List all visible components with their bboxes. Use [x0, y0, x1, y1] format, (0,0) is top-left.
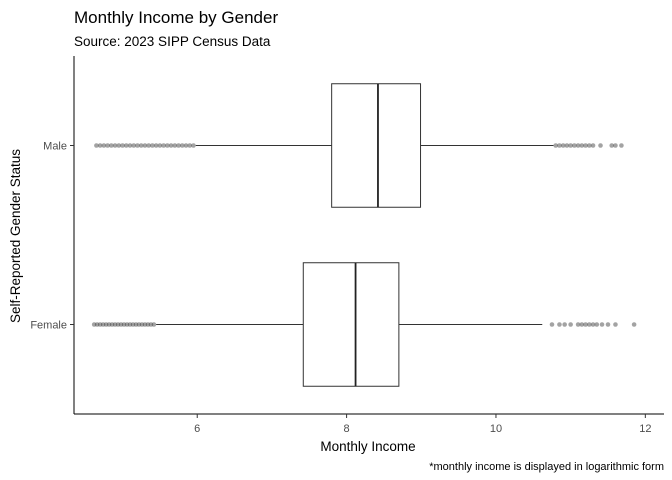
outlier-point [101, 143, 107, 148]
outlier-point [590, 322, 596, 327]
outlier-point [613, 322, 618, 327]
outlier-point [587, 322, 592, 327]
outlier-point [568, 143, 573, 148]
outlier-point [106, 322, 112, 327]
outlier-point [187, 143, 193, 148]
outlier-point [123, 143, 129, 148]
outlier-point [109, 143, 114, 148]
outlier-point [120, 143, 125, 148]
x-tick-label: 6 [194, 423, 200, 435]
outlier-point [112, 143, 118, 148]
outlier-point [146, 143, 151, 148]
chart-title: Monthly Income by Gender [74, 8, 278, 27]
outlier-point [579, 143, 585, 148]
outlier-point [91, 322, 97, 327]
outlier-point [560, 143, 566, 148]
outlier-point [575, 322, 581, 327]
outlier-point [583, 143, 588, 148]
outlier-point [599, 322, 605, 327]
outlier-point [191, 143, 196, 148]
outlier-point [583, 322, 588, 327]
outlier-point [613, 143, 618, 148]
outlier-point [161, 143, 166, 148]
outlier-point [609, 143, 615, 148]
outlier-point [590, 143, 596, 148]
y-tick-label: Female [30, 320, 67, 332]
chart-subtitle: Source: 2023 SIPP Census Data [74, 34, 271, 49]
outlier-point [148, 322, 154, 327]
y-axis-label: Self-Reported Gender Status [8, 149, 23, 323]
outlier-point [168, 143, 174, 148]
outlier-point [115, 322, 121, 327]
outlier-point [150, 143, 155, 148]
outlier-point [153, 143, 159, 148]
outlier-point [97, 143, 103, 148]
outlier-point [135, 143, 140, 148]
outlier-point [133, 322, 139, 327]
outlier-point [142, 322, 148, 327]
outlier-point [594, 322, 600, 327]
x-tick-label: 8 [344, 423, 350, 435]
outlier-point [131, 143, 137, 148]
outlier-point [94, 322, 100, 327]
outlier-point [557, 322, 562, 327]
outlier-point [100, 322, 106, 327]
outlier-point [138, 143, 144, 148]
outlier-point [136, 322, 142, 327]
outlier-point [172, 143, 178, 148]
outlier-point [572, 143, 577, 148]
outlier-point [557, 143, 562, 148]
outlier-point [598, 143, 603, 148]
iqr-box [331, 83, 422, 208]
outlier-point [112, 322, 118, 327]
outlier-point [587, 143, 592, 148]
outlier-point [139, 322, 145, 327]
outlier-point [183, 143, 189, 148]
outlier-point [127, 322, 133, 327]
iqr-box [302, 262, 400, 387]
box-male [94, 83, 624, 208]
y-tick-label: Male [43, 141, 67, 153]
box-female [91, 262, 637, 387]
outlier-point [109, 322, 115, 327]
outlier-point [151, 322, 157, 327]
outlier-point [605, 322, 611, 327]
outlier-point [568, 322, 573, 327]
outlier-point [124, 322, 130, 327]
outlier-point [631, 322, 637, 327]
outlier-point [94, 143, 99, 148]
x-tick-label: 12 [639, 423, 651, 435]
outlier-point [619, 143, 624, 148]
outlier-point [142, 143, 148, 148]
outlier-point [118, 322, 124, 327]
outlier-point [549, 322, 555, 327]
outlier-point [179, 143, 185, 148]
outlier-point [116, 143, 122, 148]
outlier-point [575, 143, 581, 148]
chart-caption: *monthly income is displayed in logarith… [429, 461, 664, 473]
outlier-point [130, 322, 136, 327]
outlier-point [97, 322, 103, 327]
outlier-point [157, 143, 163, 148]
outlier-point [562, 322, 567, 327]
outlier-point [105, 143, 110, 148]
outlier-point [564, 143, 570, 148]
outlier-point [165, 143, 170, 148]
outlier-point [176, 143, 181, 148]
outlier-point [127, 143, 133, 148]
outlier-point [553, 143, 559, 148]
x-axis-label: Monthly Income [320, 439, 415, 454]
outlier-point [579, 322, 585, 327]
x-tick-label: 10 [490, 423, 502, 435]
outlier-point [103, 322, 109, 327]
outlier-point [121, 322, 127, 327]
outlier-point [145, 322, 151, 327]
